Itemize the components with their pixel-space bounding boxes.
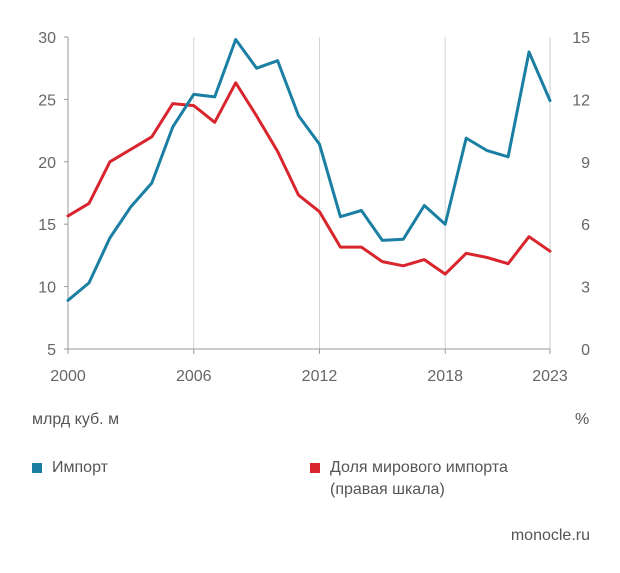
x-tick-label-4: 2023: [532, 368, 568, 385]
y-left-tick-label-2: 15: [38, 217, 56, 234]
legend-label-share-line2: (правая шкала): [330, 481, 445, 498]
y-right-tick-label-5: 15: [572, 30, 590, 47]
y-left-tick-label-0: 5: [47, 342, 56, 359]
legend-label-share: Доля мирового импорта (правая шкала): [330, 457, 508, 501]
y-left-tick-label-3: 20: [38, 155, 56, 172]
y-left-tick-label-5: 30: [38, 30, 56, 47]
series-line-import: [66, 38, 552, 302]
line-chart: 5 10 15 20 25 30 0 3 6 9 12 15 2000 2006 2012 2018 2023: [38, 30, 590, 385]
legend-item-share: Доля мирового импорта (правая шкала): [310, 457, 508, 501]
x-tick-label-3: 2018: [427, 368, 463, 385]
x-tick-label-1: 2006: [176, 368, 212, 385]
y-right-tick-label-1: 3: [581, 280, 590, 297]
right-axis-unit: %: [575, 411, 590, 428]
source-label: monocle.ru: [510, 527, 590, 544]
series-line-share: [66, 81, 552, 276]
y-right-tick-label-2: 6: [581, 217, 590, 234]
y-left-tick-label-4: 25: [38, 92, 56, 109]
legend-label-share-line1: Доля мирового импорта: [330, 459, 508, 476]
legend-item-import: Импорт: [32, 457, 108, 479]
legend-swatch-share: [310, 463, 320, 473]
y-left-tick-label-1: 10: [38, 280, 56, 297]
y-right-tick-label-0: 0: [581, 342, 590, 359]
left-axis-unit: млрд куб. м: [32, 411, 120, 428]
x-tick-label-0: 2000: [50, 368, 86, 385]
y-right-tick-label-3: 9: [581, 155, 590, 172]
legend-label-import: Импорт: [52, 459, 108, 476]
x-tick-label-2: 2012: [302, 368, 338, 385]
y-right-tick-label-4: 12: [572, 92, 590, 109]
legend-swatch-import: [32, 463, 42, 473]
